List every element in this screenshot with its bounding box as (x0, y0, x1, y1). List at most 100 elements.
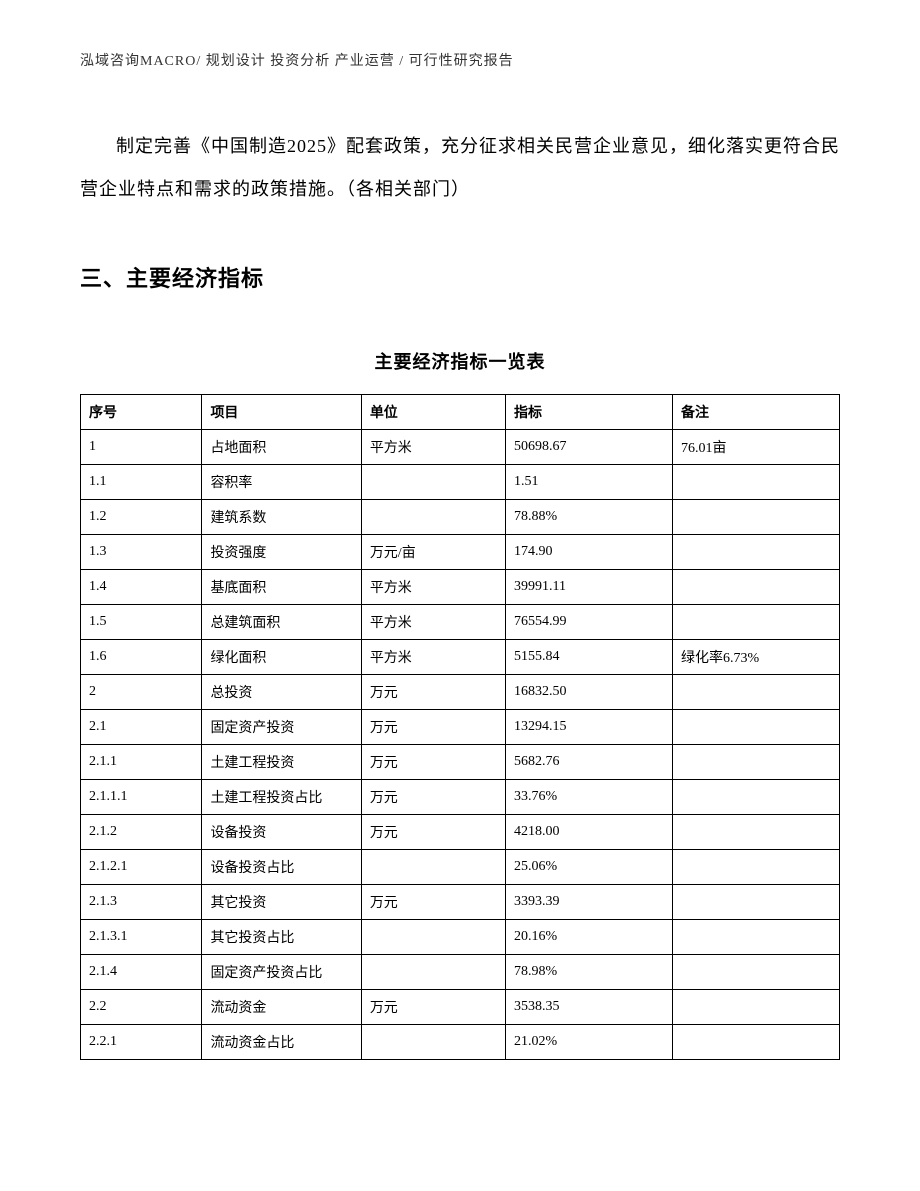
table-row: 2.1.3.1其它投资占比 20.16% (81, 920, 840, 955)
cell-indicator: 174.90 (506, 535, 673, 570)
cell-item: 其它投资占比 (202, 920, 361, 955)
col-header-remark: 备注 (672, 395, 839, 430)
cell-remark (672, 920, 839, 955)
cell-remark (672, 605, 839, 640)
cell-remark (672, 465, 839, 500)
table-row: 1.4基底面积平方米39991.11 (81, 570, 840, 605)
table-row: 2.1.1.1土建工程投资占比万元33.76% (81, 780, 840, 815)
cell-seq: 2.1.1.1 (81, 780, 202, 815)
cell-indicator: 3393.39 (506, 885, 673, 920)
cell-seq: 1.5 (81, 605, 202, 640)
table-row: 2.1.2设备投资万元4218.00 (81, 815, 840, 850)
cell-remark (672, 1025, 839, 1060)
table-row: 2.1固定资产投资万元13294.15 (81, 710, 840, 745)
cell-seq: 2 (81, 675, 202, 710)
cell-item: 总投资 (202, 675, 361, 710)
col-header-seq: 序号 (81, 395, 202, 430)
cell-indicator: 21.02% (506, 1025, 673, 1060)
cell-unit (361, 920, 505, 955)
cell-item: 绿化面积 (202, 640, 361, 675)
table-row: 2.1.1土建工程投资万元5682.76 (81, 745, 840, 780)
body-paragraph: 制定完善《中国制造2025》配套政策，充分征求相关民营企业意见，细化落实更符合民… (80, 125, 840, 211)
table-row: 2.1.2.1设备投资占比 25.06% (81, 850, 840, 885)
cell-seq: 2.1.3 (81, 885, 202, 920)
page-header: 泓域咨询MACRO/ 规划设计 投资分析 产业运营 / 可行性研究报告 (80, 50, 840, 70)
cell-item: 设备投资占比 (202, 850, 361, 885)
cell-unit (361, 955, 505, 990)
cell-remark: 76.01亩 (672, 430, 839, 465)
cell-indicator: 76554.99 (506, 605, 673, 640)
cell-unit: 万元 (361, 780, 505, 815)
cell-remark (672, 815, 839, 850)
cell-unit: 平方米 (361, 605, 505, 640)
cell-seq: 2.1.3.1 (81, 920, 202, 955)
cell-item: 投资强度 (202, 535, 361, 570)
table-row: 2.2.1流动资金占比21.02% (81, 1025, 840, 1060)
cell-item: 土建工程投资 (202, 745, 361, 780)
cell-seq: 2.1 (81, 710, 202, 745)
cell-unit (361, 1025, 505, 1060)
col-header-item: 项目 (202, 395, 361, 430)
table-row: 1.6绿化面积平方米5155.84绿化率6.73% (81, 640, 840, 675)
cell-item: 基底面积 (202, 570, 361, 605)
table-row: 1.1容积率1.51 (81, 465, 840, 500)
table-row: 2.1.4固定资产投资占比 78.98% (81, 955, 840, 990)
cell-indicator: 50698.67 (506, 430, 673, 465)
cell-remark (672, 745, 839, 780)
section-heading: 三、主要经济指标 (80, 261, 840, 293)
cell-remark (672, 710, 839, 745)
cell-remark (672, 885, 839, 920)
cell-indicator: 5155.84 (506, 640, 673, 675)
cell-indicator: 39991.11 (506, 570, 673, 605)
cell-indicator: 78.98% (506, 955, 673, 990)
cell-seq: 1.4 (81, 570, 202, 605)
table-row: 2.1.3其它投资万元3393.39 (81, 885, 840, 920)
cell-seq: 1.2 (81, 500, 202, 535)
cell-remark (672, 570, 839, 605)
cell-seq: 1.6 (81, 640, 202, 675)
cell-seq: 2.2.1 (81, 1025, 202, 1060)
cell-indicator: 3538.35 (506, 990, 673, 1025)
cell-unit: 万元 (361, 885, 505, 920)
cell-indicator: 78.88% (506, 500, 673, 535)
cell-indicator: 25.06% (506, 850, 673, 885)
cell-unit (361, 850, 505, 885)
cell-item: 占地面积 (202, 430, 361, 465)
table-title: 主要经济指标一览表 (80, 348, 840, 374)
economic-indicators-table: 序号 项目 单位 指标 备注 1占地面积平方米50698.6776.01亩1.1… (80, 394, 840, 1060)
cell-item: 建筑系数 (202, 500, 361, 535)
cell-indicator: 5682.76 (506, 745, 673, 780)
cell-item: 固定资产投资占比 (202, 955, 361, 990)
table-row: 1占地面积平方米50698.6776.01亩 (81, 430, 840, 465)
cell-seq: 2.1.2.1 (81, 850, 202, 885)
cell-unit (361, 465, 505, 500)
cell-remark (672, 500, 839, 535)
table-row: 1.3投资强度万元/亩174.90 (81, 535, 840, 570)
cell-indicator: 1.51 (506, 465, 673, 500)
cell-remark (672, 990, 839, 1025)
cell-item: 土建工程投资占比 (202, 780, 361, 815)
cell-unit: 平方米 (361, 640, 505, 675)
cell-unit: 万元 (361, 745, 505, 780)
cell-indicator: 13294.15 (506, 710, 673, 745)
col-header-unit: 单位 (361, 395, 505, 430)
cell-item: 其它投资 (202, 885, 361, 920)
col-header-indicator: 指标 (506, 395, 673, 430)
table-row: 1.5总建筑面积平方米76554.99 (81, 605, 840, 640)
cell-unit: 万元 (361, 710, 505, 745)
cell-item: 固定资产投资 (202, 710, 361, 745)
table-row: 2.2流动资金万元3538.35 (81, 990, 840, 1025)
cell-remark: 绿化率6.73% (672, 640, 839, 675)
cell-seq: 2.1.1 (81, 745, 202, 780)
cell-item: 设备投资 (202, 815, 361, 850)
cell-seq: 2.2 (81, 990, 202, 1025)
cell-unit (361, 500, 505, 535)
cell-seq: 2.1.4 (81, 955, 202, 990)
cell-item: 容积率 (202, 465, 361, 500)
cell-item: 总建筑面积 (202, 605, 361, 640)
cell-item: 流动资金 (202, 990, 361, 1025)
cell-unit: 平方米 (361, 430, 505, 465)
cell-indicator: 20.16% (506, 920, 673, 955)
cell-unit: 万元 (361, 675, 505, 710)
cell-remark (672, 535, 839, 570)
